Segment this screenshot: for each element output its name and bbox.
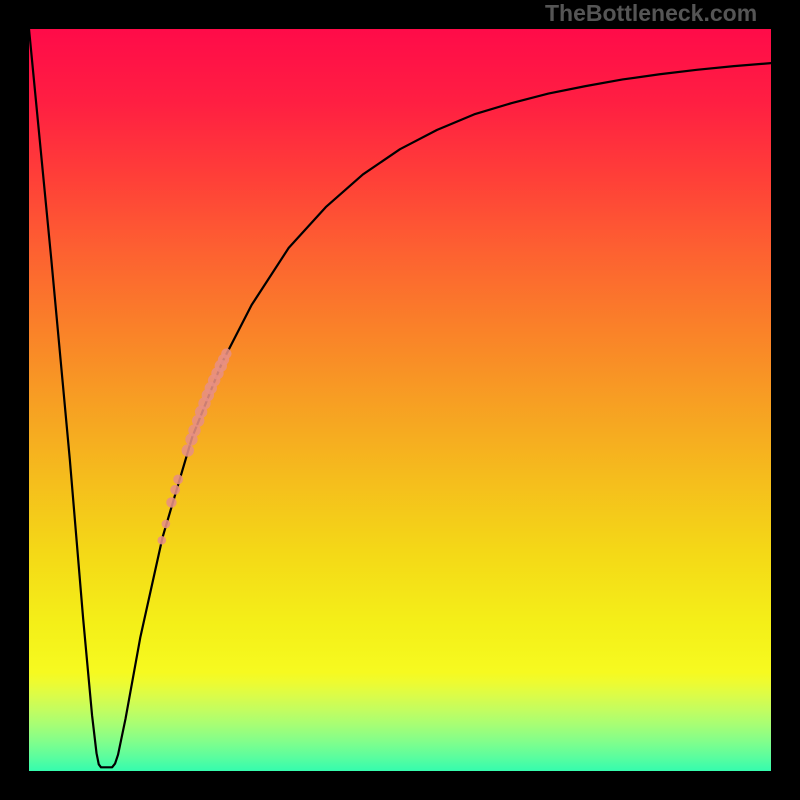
data-point <box>162 520 171 529</box>
source-attribution: TheBottleneck.com <box>545 0 757 27</box>
data-point <box>166 497 176 507</box>
data-point <box>170 485 180 495</box>
data-point <box>221 348 231 358</box>
data-point <box>182 444 194 456</box>
plot-svg <box>29 29 771 771</box>
bottleneck-curve <box>29 29 771 767</box>
data-point <box>158 536 167 545</box>
plot-area <box>29 29 771 771</box>
data-point <box>173 474 183 484</box>
chart-container: TheBottleneck.com <box>0 0 800 800</box>
